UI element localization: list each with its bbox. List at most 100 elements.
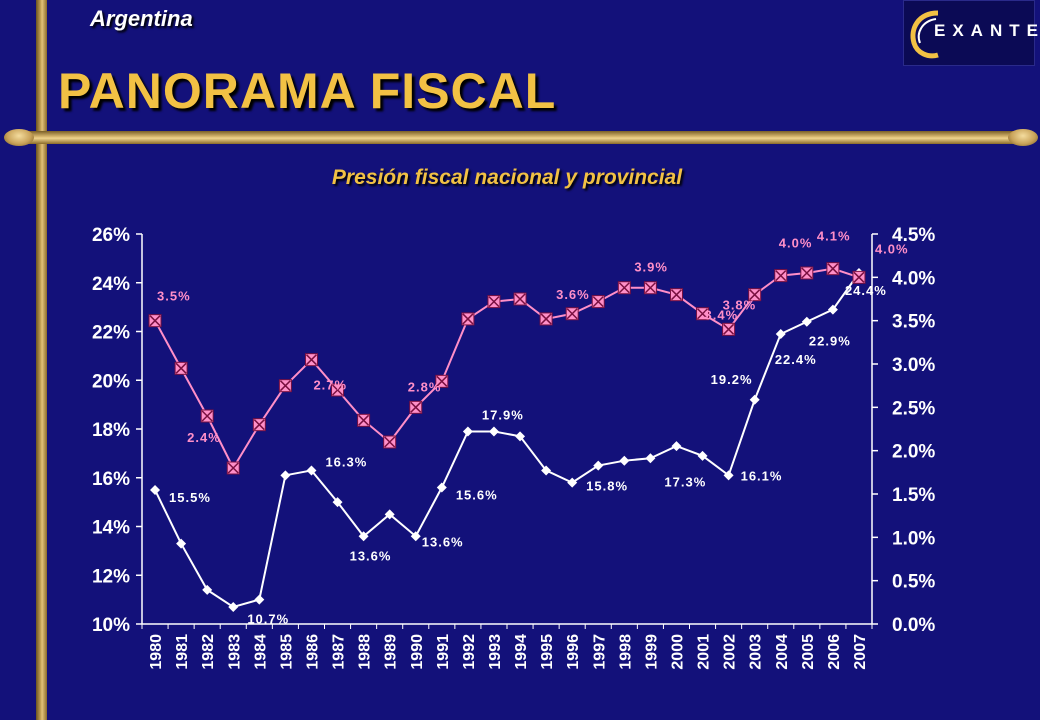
- x-axis-category-label: 1984: [252, 634, 269, 670]
- left-axis-tick-label: 26%: [92, 225, 130, 246]
- data-point-provincial: [383, 435, 397, 449]
- logo-swoosh-icon: [910, 10, 939, 59]
- series-line-national: [154, 272, 860, 609]
- x-axis-category-label: 1980: [148, 634, 165, 670]
- right-axis-tick-label: 3.5%: [892, 312, 935, 333]
- left-axis-tick-label: 14%: [92, 518, 130, 539]
- logo-text: EXANTE: [934, 21, 1040, 40]
- data-point-provincial: [409, 400, 423, 414]
- left-axis-tick-label: 24%: [92, 274, 130, 295]
- data-point-national: [202, 584, 213, 595]
- data-point-national: [749, 394, 760, 405]
- left-axis-tick-label: 16%: [92, 469, 130, 490]
- x-axis-category-label: 1991: [435, 634, 452, 670]
- data-point-provincial: [357, 413, 371, 427]
- right-axis-tick-label: 0.0%: [892, 615, 935, 636]
- series-line-provincial: [154, 267, 860, 471]
- data-label-national: 13.6%: [350, 548, 392, 563]
- x-axis-category-label: 2004: [774, 634, 791, 670]
- data-point-provincial: [696, 307, 710, 321]
- x-axis-category-label: 1983: [226, 634, 243, 670]
- data-point-national: [306, 465, 317, 476]
- data-point-provincial: [148, 314, 162, 328]
- data-point-national: [332, 497, 343, 508]
- x-axis-category-label: 1981: [174, 634, 191, 670]
- x-axis-category-label: 1995: [539, 634, 556, 670]
- page-title: PANORAMA FISCAL: [58, 63, 557, 119]
- decorative-bar-cap-left: [4, 129, 34, 146]
- x-axis-category-label: 1986: [304, 634, 321, 670]
- decorative-vertical-bar: [36, 0, 47, 720]
- data-label-national: 22.9%: [809, 334, 851, 349]
- data-point-provincial: [852, 270, 866, 284]
- data-label-provincial: 4.1%: [817, 229, 851, 244]
- data-point-national: [827, 304, 838, 315]
- data-label-national: 13.6%: [422, 534, 464, 549]
- x-axis-category-label: 1990: [409, 634, 426, 670]
- data-point-provincial: [643, 281, 657, 295]
- data-label-national: 24.4%: [845, 283, 887, 298]
- decorative-bar-cap-right: [1008, 129, 1038, 146]
- data-label-provincial: 4.0%: [875, 241, 909, 256]
- x-axis-category-label: 1994: [513, 634, 530, 670]
- data-point-provincial: [591, 295, 605, 309]
- data-point-provincial: [513, 292, 527, 306]
- right-axis-tick-label: 1.0%: [892, 528, 935, 549]
- x-axis-category-label: 1985: [278, 634, 295, 670]
- data-point-national: [384, 509, 395, 520]
- data-label-national: 17.3%: [664, 474, 706, 489]
- x-axis-category-label: 2002: [722, 634, 739, 670]
- data-point-national: [228, 601, 239, 612]
- data-point-national: [723, 470, 734, 481]
- data-point-provincial: [487, 295, 501, 309]
- data-label-national: 10.7%: [247, 612, 289, 627]
- data-point-provincial: [669, 288, 683, 302]
- x-axis-category-label: 1988: [357, 634, 374, 670]
- x-axis-category-label: 2005: [800, 634, 817, 670]
- data-label-national: 19.2%: [711, 372, 753, 387]
- x-axis-category-label: 1996: [565, 634, 582, 670]
- data-point-provincial: [200, 409, 214, 423]
- right-axis-tick-label: 1.5%: [892, 485, 935, 506]
- x-axis-category-label: 1992: [461, 634, 478, 670]
- data-point-national: [593, 460, 604, 471]
- data-label-provincial: 2.8%: [408, 379, 442, 394]
- data-point-provincial: [617, 281, 631, 295]
- x-axis-category-label: 2006: [826, 634, 843, 670]
- data-point-provincial: [748, 288, 762, 302]
- x-axis-category-label: 2007: [852, 634, 869, 670]
- data-point-national: [176, 538, 187, 549]
- right-axis-tick-label: 0.5%: [892, 572, 935, 593]
- right-axis-tick-label: 2.5%: [892, 398, 935, 419]
- data-point-national: [619, 455, 630, 466]
- data-point-provincial: [774, 269, 788, 283]
- right-axis-tick-label: 4.0%: [892, 268, 935, 289]
- data-label-provincial: 3.4%: [705, 308, 739, 323]
- data-point-provincial: [331, 383, 345, 397]
- data-point-national: [567, 477, 578, 488]
- data-point-national: [462, 426, 473, 437]
- data-point-national: [358, 531, 369, 542]
- x-axis-category-label: 1999: [643, 634, 660, 670]
- data-point-provincial: [278, 379, 292, 393]
- data-label-national: 17.9%: [482, 407, 524, 422]
- data-point-provincial: [800, 266, 814, 280]
- data-point-national: [410, 531, 421, 542]
- data-label-national: 16.1%: [741, 468, 783, 483]
- right-axis-tick-label: 3.0%: [892, 355, 935, 376]
- data-label-provincial: 3.6%: [556, 287, 590, 302]
- x-axis-category-label: 1998: [617, 634, 634, 670]
- data-point-national: [775, 328, 786, 339]
- data-label-national: 22.4%: [775, 352, 817, 367]
- data-point-provincial: [252, 418, 266, 432]
- x-axis-category-label: 1997: [591, 634, 608, 670]
- data-point-national: [645, 453, 656, 464]
- data-label-provincial: 3.5%: [157, 289, 191, 304]
- chart-title: Presión fiscal nacional y provincial: [331, 166, 683, 189]
- data-label-provincial: 3.9%: [634, 260, 668, 275]
- decorative-horizontal-bar: [6, 131, 1036, 144]
- country-label: Argentina: [90, 6, 193, 31]
- data-label-national: 15.6%: [456, 488, 498, 503]
- data-label-provincial: 4.0%: [779, 236, 813, 251]
